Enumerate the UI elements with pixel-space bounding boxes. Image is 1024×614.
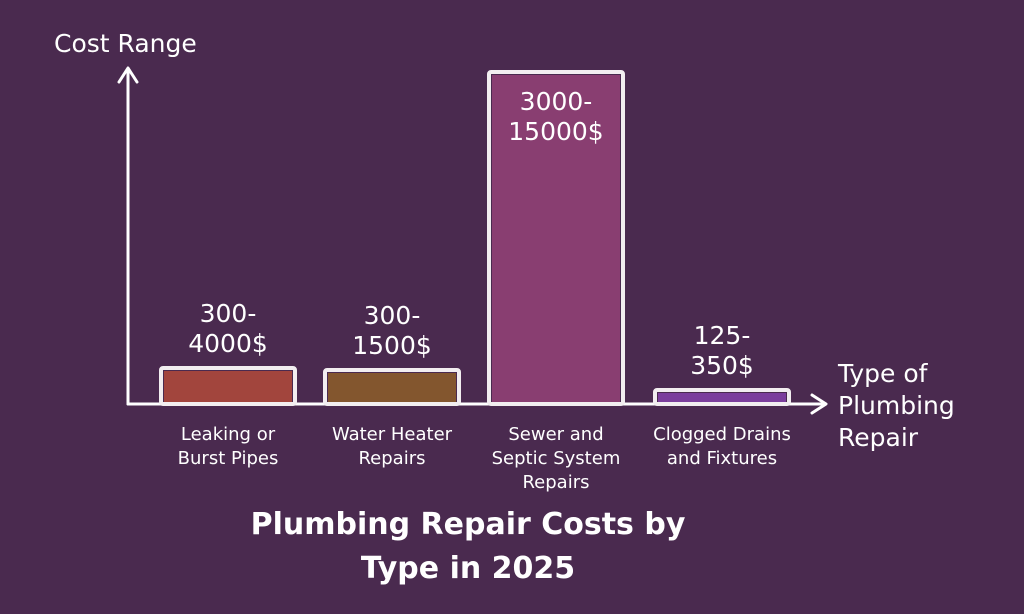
- y-axis-arrowhead: [117, 66, 139, 84]
- bar-value-label-2: 300-1500$: [352, 301, 432, 360]
- category-label-4: Clogged Drains and Fixtures: [653, 424, 791, 469]
- bars-group: 300-4000$ Leaking or Burst Pipes 300-1500$ W…: [159, 70, 791, 493]
- bar-value-label-1: 300-4000$: [188, 299, 268, 358]
- bar-fill-3: [492, 75, 620, 403]
- category-label-2: Water Heater Repairs: [332, 424, 453, 469]
- category-label-3: Sewer and Septic System Repairs: [492, 424, 621, 493]
- bar-outline-3: [487, 70, 625, 406]
- x-axis-label: Type of Plumbing Repair: [837, 359, 955, 452]
- bar-value-label-4: 125-350$: [690, 321, 754, 380]
- bar-value-label-3: 3000-15000$: [508, 87, 603, 146]
- bar-outline-4: [653, 388, 791, 406]
- category-label-1: Leaking or Burst Pipes: [178, 424, 279, 469]
- bar-outline-2: [323, 368, 461, 406]
- chart-title: Plumbing Repair Costs by Type in 2025: [251, 507, 686, 586]
- bar-fill-2: [328, 373, 456, 403]
- x-axis-arrowhead: [810, 393, 828, 415]
- bar-fill-1: [164, 371, 292, 403]
- bar-fill-4: [658, 393, 786, 403]
- y-axis-label: Cost Range: [54, 29, 197, 58]
- bar-outline-1: [159, 366, 297, 406]
